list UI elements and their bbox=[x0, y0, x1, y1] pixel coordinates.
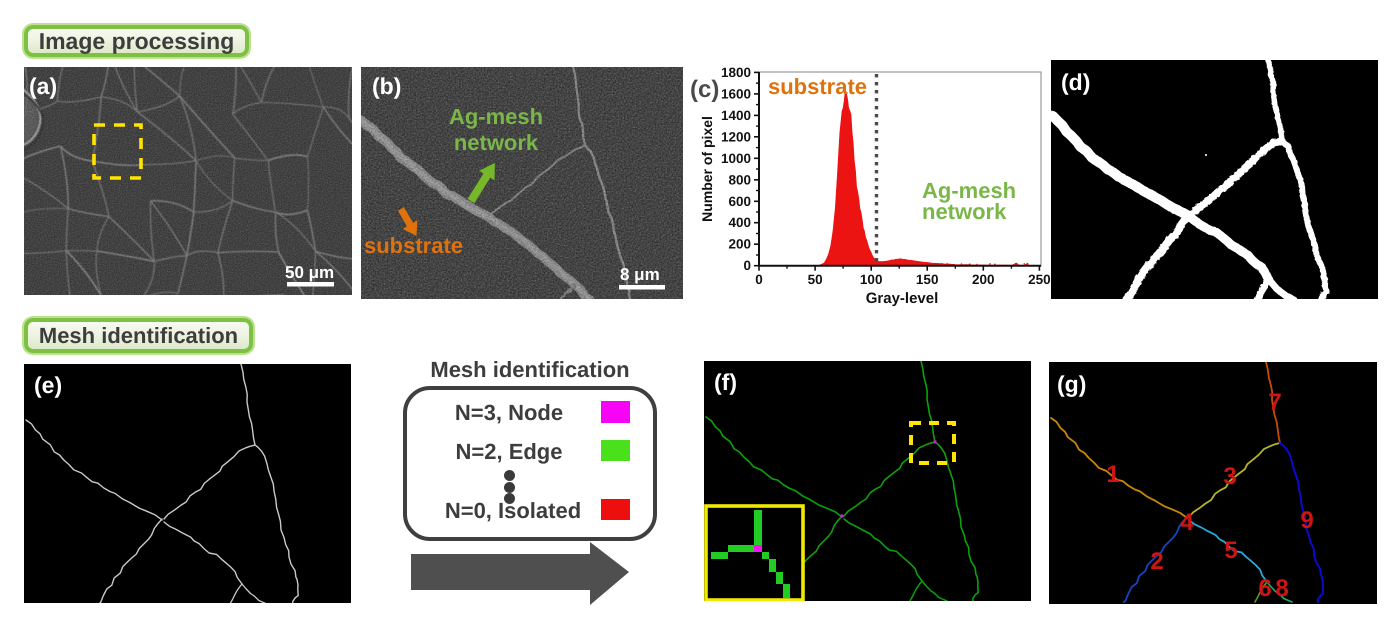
svg-text:1000: 1000 bbox=[721, 151, 751, 166]
svg-text:1200: 1200 bbox=[721, 129, 751, 144]
svg-text:200: 200 bbox=[728, 237, 751, 252]
svg-text:2: 2 bbox=[1150, 548, 1163, 575]
svg-text:8: 8 bbox=[1275, 575, 1288, 602]
svg-text:Ag-mesh: Ag-mesh bbox=[922, 178, 1016, 203]
svg-text:substrate: substrate bbox=[768, 74, 867, 99]
svg-text:4: 4 bbox=[1180, 509, 1194, 536]
svg-text:50 μm: 50 μm bbox=[285, 263, 334, 282]
svg-text:8 μm: 8 μm bbox=[620, 265, 660, 284]
svg-text:800: 800 bbox=[728, 172, 751, 187]
svg-text:0: 0 bbox=[743, 258, 751, 273]
svg-text:400: 400 bbox=[728, 215, 751, 230]
svg-text:network: network bbox=[922, 199, 1007, 224]
svg-text:5: 5 bbox=[1224, 537, 1237, 564]
svg-text:600: 600 bbox=[728, 194, 751, 209]
svg-text:250: 250 bbox=[1028, 272, 1051, 287]
svg-text:9: 9 bbox=[1300, 507, 1313, 534]
svg-text:200: 200 bbox=[972, 272, 995, 287]
svg-text:7: 7 bbox=[1268, 389, 1281, 416]
svg-text:Gray-level: Gray-level bbox=[866, 290, 939, 307]
svg-text:Number of pixel: Number of pixel bbox=[699, 116, 715, 222]
svg-text:1: 1 bbox=[1106, 461, 1119, 488]
svg-text:1400: 1400 bbox=[721, 108, 751, 123]
svg-text:100: 100 bbox=[860, 272, 883, 287]
svg-text:0: 0 bbox=[755, 272, 763, 287]
svg-text:(c): (c) bbox=[690, 76, 719, 103]
svg-text:1600: 1600 bbox=[721, 86, 751, 101]
svg-text:3: 3 bbox=[1223, 463, 1236, 490]
svg-text:6: 6 bbox=[1258, 575, 1271, 602]
svg-text:1800: 1800 bbox=[721, 65, 751, 80]
svg-text:50: 50 bbox=[808, 272, 823, 287]
svg-text:150: 150 bbox=[916, 272, 939, 287]
